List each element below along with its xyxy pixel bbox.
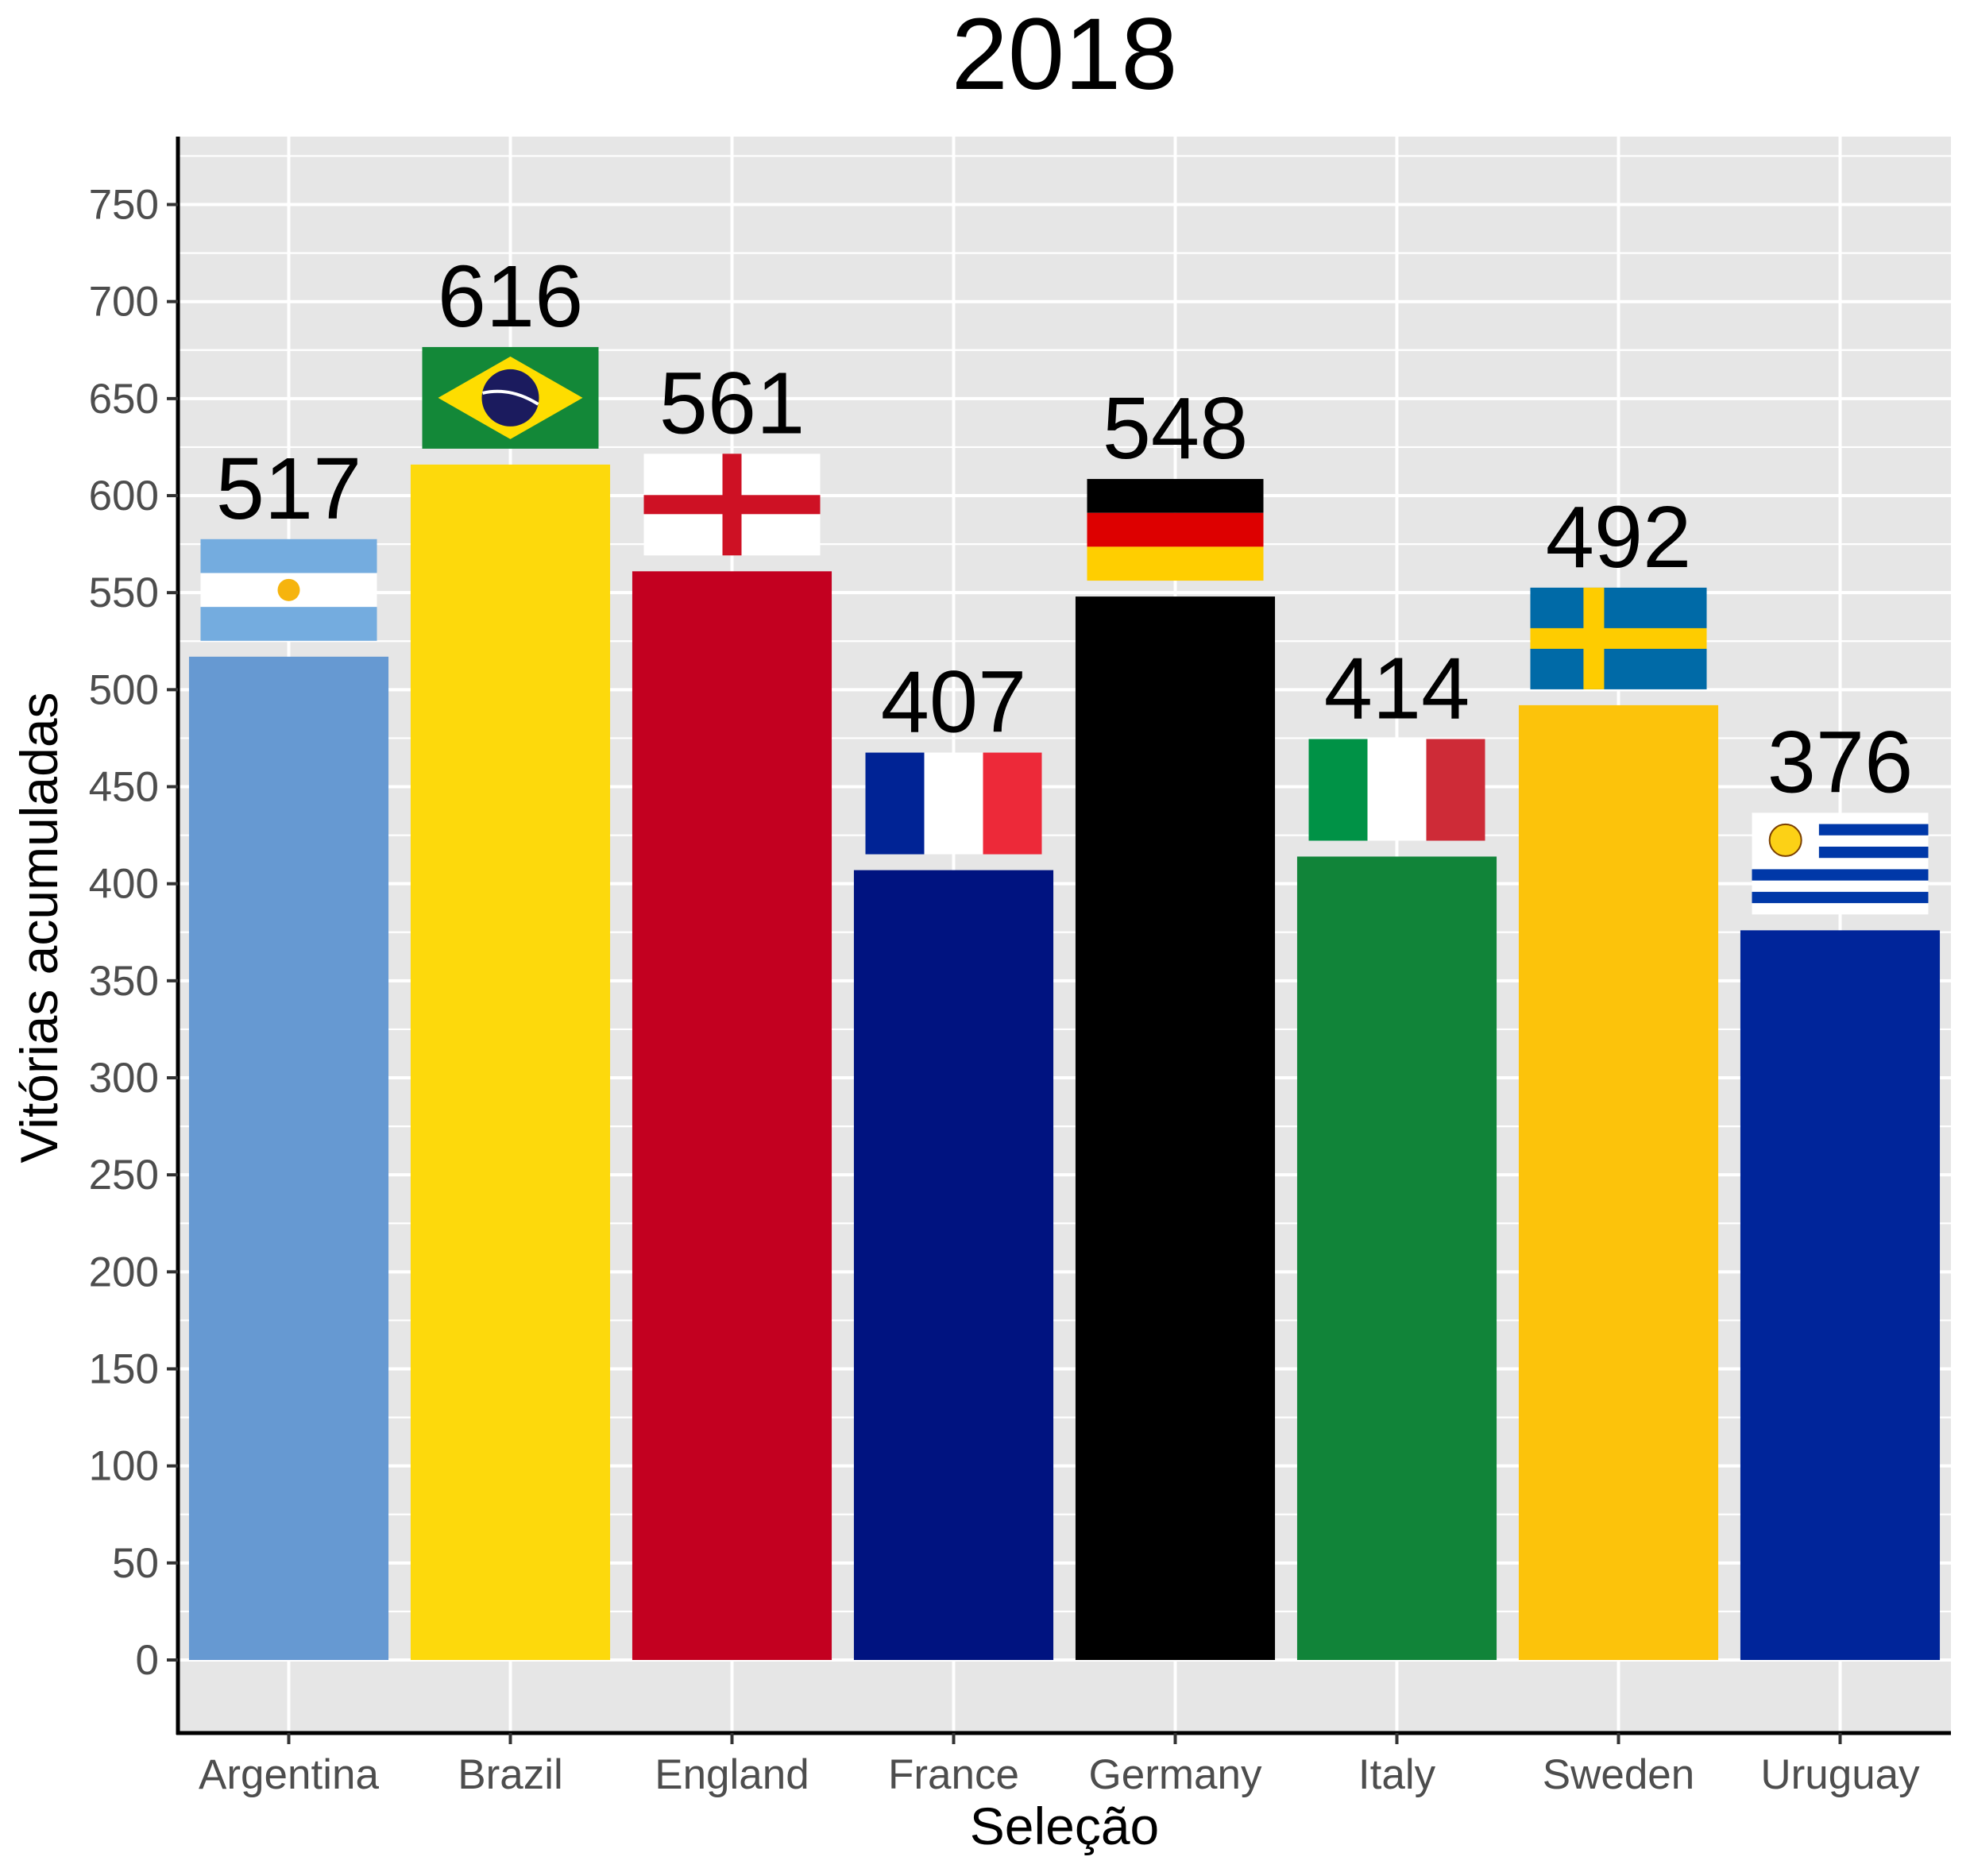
sweden-flag [1530,587,1707,689]
germany-flag [1087,479,1264,581]
x-tick-label-argentina: Argentina [199,1751,379,1798]
y-tick-label: 550 [89,569,159,616]
x-tick-label-sweden: Sweden [1543,1751,1695,1798]
bar-brazil [410,464,611,1660]
x-tick-label-brazil: Brazil [458,1751,563,1798]
y-tick-label: 200 [89,1249,159,1295]
bar-italy [1296,856,1497,1660]
bar-germany [1075,596,1276,1661]
data-labels: 517 616 561 407 548 414 492 376 [216,248,1914,811]
flag-images [200,346,1929,915]
data-label-argentina: 517 [216,440,362,538]
bar-france [853,870,1054,1660]
x-tick-label-italy: Italy [1358,1751,1436,1798]
y-tick-label: 400 [89,861,159,908]
uruguay-flag [1752,813,1929,915]
data-label-italy: 414 [1324,639,1470,737]
data-label-sweden: 492 [1546,488,1692,586]
bars [188,464,1941,1661]
x-tick-label-germany: Germany [1089,1751,1262,1798]
y-tick-label: 350 [89,958,159,1005]
y-tick-label: 750 [89,182,159,229]
data-label-england: 561 [659,354,805,452]
france-flag [865,752,1042,855]
y-tick-label: 500 [89,666,159,713]
y-tick-label: 600 [89,473,159,519]
bar-uruguay [1740,930,1941,1660]
brazil-flag [422,346,599,449]
x-tick-label-france: France [888,1751,1019,1798]
bar-argentina [188,656,389,1660]
data-label-germany: 548 [1103,380,1249,477]
axes [176,137,1951,1735]
chart-title: 2018 [952,0,1178,111]
y-tick-label: 300 [89,1055,159,1102]
data-label-brazil: 616 [438,248,584,345]
y-tick-label: 700 [89,279,159,326]
y-axis-ticks: 0 50 100 150 200 250 300 350 400 450 500 550 600 650 7… [89,182,178,1684]
data-label-france: 407 [881,654,1027,751]
y-tick-label: 250 [89,1152,159,1199]
argentina-flag [200,538,377,641]
y-axis-title: Vitórias acumuladas [10,692,68,1163]
x-tick-label-uruguay: Uruguay [1760,1751,1920,1798]
y-tick-label: 650 [89,376,159,423]
x-tick-label-england: England [655,1751,809,1798]
x-axis-title: Seleção [970,1797,1160,1855]
x-axis-ticks: Argentina Brazil England France Germany Italy… [199,1733,1920,1798]
y-tick-label: 450 [89,764,159,811]
y-tick-label: 100 [89,1443,159,1490]
y-tick-label: 150 [89,1346,159,1393]
italy-flag [1308,739,1485,841]
data-label-uruguay: 376 [1767,713,1914,811]
y-tick-label: 50 [112,1540,159,1587]
bar-england [632,571,832,1660]
y-tick-label: 0 [136,1637,159,1684]
england-flag [643,454,821,556]
bar-sweden [1518,704,1719,1660]
